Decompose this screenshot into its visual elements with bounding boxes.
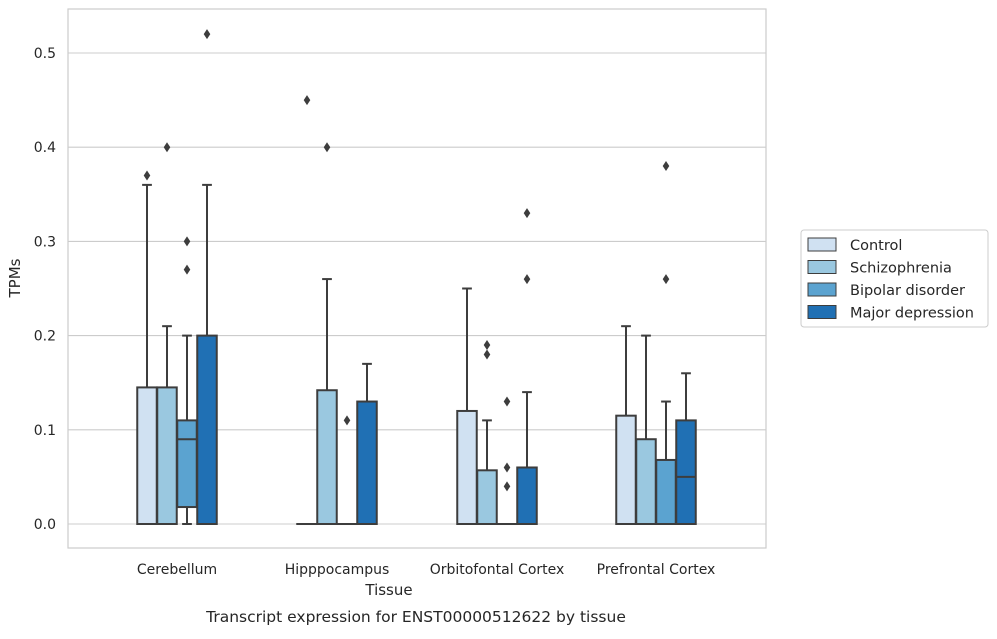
outlier-point <box>504 481 511 491</box>
box <box>656 460 676 524</box>
legend-swatch <box>808 283 836 296</box>
box-group <box>357 364 377 524</box>
outlier-point <box>304 95 311 105</box>
y-tick-label: 0.1 <box>34 423 56 439</box>
y-tick-label: 0.4 <box>34 140 56 156</box>
outlier-point <box>184 265 191 275</box>
box <box>676 420 696 524</box>
box <box>616 416 636 524</box>
box <box>357 402 377 524</box>
legend-swatch <box>808 261 836 274</box>
outlier-point <box>663 161 670 171</box>
box <box>137 387 157 524</box>
outlier-point <box>344 415 351 425</box>
outlier-point <box>484 349 491 359</box>
legend: Control Schizophrenia Bipolar disorder Majo… <box>801 230 988 327</box>
legend-label: Control <box>850 238 902 254</box>
chart-caption: Transcript expression for ENST0000051262… <box>205 608 626 626</box>
box-group <box>477 340 497 524</box>
y-tick-label: 0.2 <box>34 329 56 345</box>
legend-label: Bipolar disorder <box>850 283 965 299</box>
box <box>157 387 177 524</box>
box-group <box>137 170 157 524</box>
box-group <box>497 397 517 524</box>
y-tick-label: 0.0 <box>34 517 56 533</box>
box <box>636 439 656 524</box>
boxes <box>137 29 696 524</box>
box-group <box>457 289 477 525</box>
y-tick-labels: 0.0 0.1 0.2 0.3 0.4 0.5 <box>34 46 56 533</box>
outlier-point <box>164 142 171 152</box>
x-tick-label: Cerebellum <box>137 562 217 578</box>
legend-swatch <box>808 238 836 251</box>
outlier-point <box>204 29 211 39</box>
outlier-point <box>524 274 531 284</box>
y-tick-label: 0.3 <box>34 234 56 250</box>
box-group <box>197 29 217 524</box>
box <box>317 390 337 524</box>
x-tick-labels: Cerebellum Hipppocampus Orbitofontal Corte… <box>137 562 715 578</box>
legend-label: Schizophrenia <box>850 261 952 277</box>
outlier-point <box>504 462 511 472</box>
box-group <box>676 373 696 524</box>
box <box>517 467 537 524</box>
x-tick-label: Hipppocampus <box>285 562 390 578</box>
x-axis-label: Tissue <box>364 581 412 599</box>
box-group <box>337 415 357 524</box>
x-tick-label: Orbitofontal Cortex <box>430 562 565 578</box>
outlier-point <box>324 142 331 152</box>
box-group <box>616 326 636 524</box>
outlier-point <box>524 208 531 218</box>
outlier-point <box>184 236 191 246</box>
box <box>177 420 197 507</box>
box-group <box>177 236 197 524</box>
outlier-point <box>484 340 491 350</box>
box-group <box>517 208 537 524</box>
box <box>457 411 477 524</box>
box-group <box>317 142 337 524</box>
x-tick-label: Prefrontal Cortex <box>597 562 716 578</box>
y-tick-label: 0.5 <box>34 46 56 62</box>
y-axis-label: TPMs <box>6 258 24 298</box>
outlier-point <box>663 274 670 284</box>
box <box>477 470 497 524</box>
legend-swatch <box>808 306 836 319</box>
box-group <box>297 95 317 524</box>
box-group <box>656 161 676 524</box>
box-group <box>157 142 177 524</box>
legend-label: Major depression <box>850 306 974 322</box>
box <box>197 336 217 524</box>
outlier-point <box>504 397 511 407</box>
outlier-point <box>144 170 151 180</box>
